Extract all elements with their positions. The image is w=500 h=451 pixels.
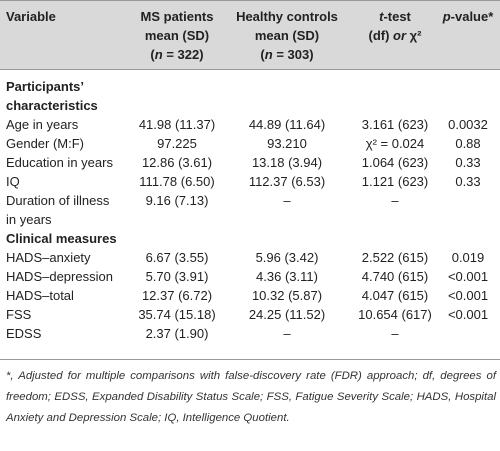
cell-t: χ² = 0.024 bbox=[365, 136, 425, 151]
cell-variable: Duration of illness bbox=[6, 193, 110, 208]
cell-p: <0.001 bbox=[447, 269, 489, 284]
cell-ms: 5.70 (3.91) bbox=[145, 269, 209, 284]
cell-p: 0.0032 bbox=[448, 117, 488, 132]
cell-p: 0.88 bbox=[455, 136, 481, 151]
header-hc-line2: mean (SD) bbox=[254, 28, 320, 43]
header-ms-line2: mean (SD) bbox=[144, 28, 210, 43]
cell-variable: Age in years bbox=[6, 117, 79, 132]
section-clinical-label: Clinical measures bbox=[6, 231, 117, 246]
cell-p: 0.33 bbox=[455, 155, 481, 170]
table-row: EDSS 2.37 (1.90) – – bbox=[0, 324, 500, 343]
cell-ms: 97.225 bbox=[157, 136, 197, 151]
header-pv-line1: p-value* bbox=[437, 7, 499, 26]
header-tt-chi: χ² bbox=[406, 28, 422, 43]
header-tt-line1: t-test bbox=[350, 7, 440, 26]
section-participants-cont: characteristics bbox=[0, 96, 500, 115]
table-bottom-rule bbox=[0, 359, 500, 360]
cell-hc: 5.96 (3.42) bbox=[255, 250, 319, 265]
section-participants: Participants’ bbox=[0, 77, 500, 96]
cell-p: 0.019 bbox=[451, 250, 485, 265]
cell-variable: HADS–total bbox=[6, 288, 74, 303]
cell-ms: 2.37 (1.90) bbox=[145, 326, 209, 341]
cell-ms: 12.37 (6.72) bbox=[141, 288, 213, 303]
cell-hc: 44.89 (11.64) bbox=[248, 117, 326, 132]
table-row: Education in years 12.86 (3.61) 13.18 (3… bbox=[0, 153, 500, 172]
table-header: Variable MS patients mean (SD) (n = 322)… bbox=[0, 0, 500, 70]
header-tt-df: (df) bbox=[368, 28, 394, 43]
cell-p: <0.001 bbox=[447, 307, 489, 322]
header-tt-or: or bbox=[393, 28, 407, 43]
cell-t: 10.654 (617) bbox=[358, 307, 432, 322]
header-ms-count: = 322) bbox=[162, 47, 204, 62]
header-hc-n: n bbox=[264, 47, 273, 62]
cell-t: – bbox=[391, 193, 399, 208]
cell-t: 3.161 (623) bbox=[361, 117, 429, 132]
table-row: HADS–depression 5.70 (3.91) 4.36 (3.11) … bbox=[0, 267, 500, 286]
header-ms-n: n bbox=[154, 47, 163, 62]
cell-hc: 13.18 (3.94) bbox=[251, 155, 323, 170]
header-p-value: p-value* bbox=[437, 7, 499, 26]
header-t-test: t-test (df) or χ² bbox=[350, 7, 440, 45]
cell-t: 4.740 (615) bbox=[361, 269, 429, 284]
cell-ms: 35.74 (15.18) bbox=[138, 307, 216, 322]
header-hc-count: = 303) bbox=[272, 47, 314, 62]
table-row: Gender (M:F) 97.225 93.210 χ² = 0.024 0.… bbox=[0, 134, 500, 153]
cell-ms: 9.16 (7.13) bbox=[145, 193, 209, 208]
cell-variable: IQ bbox=[6, 174, 20, 189]
cell-hc: 93.210 bbox=[267, 136, 307, 151]
header-hc-line1: Healthy controls bbox=[236, 9, 338, 24]
header-variable-text: Variable bbox=[6, 9, 56, 24]
table-row: IQ 111.78 (6.50) 112.37 (6.53) 1.121 (62… bbox=[0, 172, 500, 191]
header-hc-line3: (n = 303) bbox=[228, 45, 346, 64]
header-ms-line3: (n = 322) bbox=[125, 45, 229, 64]
header-tt-line2: (df) or χ² bbox=[350, 26, 440, 45]
header-ms-open: ( bbox=[150, 47, 155, 62]
cell-hc: – bbox=[283, 326, 291, 341]
table-row: FSS 35.74 (15.18) 24.25 (11.52) 10.654 (… bbox=[0, 305, 500, 324]
header-tt-t: t bbox=[379, 9, 384, 24]
table-row: HADS–anxiety 6.67 (3.55) 5.96 (3.42) 2.5… bbox=[0, 248, 500, 267]
cell-t: 2.522 (615) bbox=[361, 250, 429, 265]
table-row-cont: in years bbox=[0, 210, 500, 229]
cell-variable: Gender (M:F) bbox=[6, 136, 85, 151]
cell-variable-line2: in years bbox=[6, 212, 52, 227]
header-ms-line1: MS patients bbox=[140, 9, 214, 24]
cell-p: 0.33 bbox=[455, 174, 481, 189]
cell-t: 1.064 (623) bbox=[361, 155, 429, 170]
cell-hc: 4.36 (3.11) bbox=[256, 269, 318, 284]
header-pv-value: -value* bbox=[450, 9, 494, 24]
header-healthy-controls: Healthy controls mean (SD) (n = 303) bbox=[228, 7, 346, 64]
cell-hc: 10.32 (5.87) bbox=[251, 288, 323, 303]
header-pv-p: p bbox=[442, 9, 451, 24]
cell-variable: EDSS bbox=[6, 326, 42, 341]
section-participants-line1: Participants’ bbox=[6, 79, 85, 94]
header-ms-patients: MS patients mean (SD) (n = 322) bbox=[125, 7, 229, 64]
cell-ms: 111.78 (6.50) bbox=[139, 174, 215, 189]
cell-ms: 6.67 (3.55) bbox=[145, 250, 209, 265]
cell-ms: 12.86 (3.61) bbox=[141, 155, 213, 170]
cell-t: 1.121 (623) bbox=[361, 174, 429, 189]
cell-p: <0.001 bbox=[447, 288, 489, 303]
table-footnote: *, Adjusted for multiple comparisons wit… bbox=[6, 370, 496, 424]
cell-variable: HADS–anxiety bbox=[6, 250, 91, 265]
section-participants-line2: characteristics bbox=[6, 98, 98, 113]
cell-variable: Education in years bbox=[6, 155, 113, 170]
header-hc-open: ( bbox=[260, 47, 265, 62]
cell-t: – bbox=[391, 326, 399, 341]
header-variable: Variable bbox=[6, 7, 56, 26]
section-clinical: Clinical measures bbox=[0, 229, 500, 248]
cell-t: 4.047 (615) bbox=[361, 288, 429, 303]
table-row: Age in years 41.98 (11.37) 44.89 (11.64)… bbox=[0, 115, 500, 134]
table-row: Duration of illness 9.16 (7.13) – – bbox=[0, 191, 500, 210]
header-tt-test: -test bbox=[383, 9, 411, 24]
table-row: HADS–total 12.37 (6.72) 10.32 (5.87) 4.0… bbox=[0, 286, 500, 305]
cell-hc: 24.25 (11.52) bbox=[248, 307, 326, 322]
cell-hc: – bbox=[283, 193, 291, 208]
cell-variable: FSS bbox=[6, 307, 32, 322]
cell-variable: HADS–depression bbox=[6, 269, 113, 284]
cell-hc: 112.37 (6.53) bbox=[248, 174, 326, 189]
cell-ms: 41.98 (11.37) bbox=[138, 117, 216, 132]
